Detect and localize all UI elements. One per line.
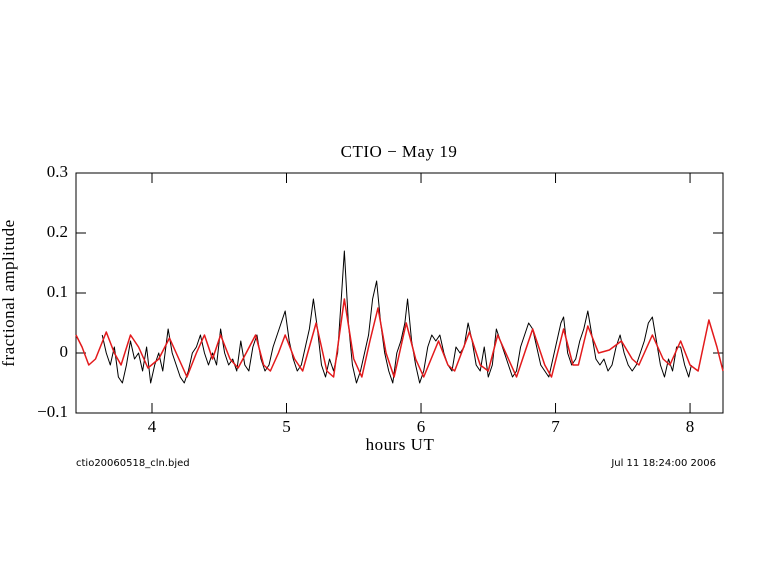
y-axis-label: fractional amplitude <box>0 219 18 366</box>
y-tick-label: 0.1 <box>47 282 68 301</box>
plot-frame <box>75 172 724 414</box>
x-axis-label: hours UT <box>366 435 435 454</box>
x-tick-label: 8 <box>686 417 695 436</box>
data-line <box>101 250 692 384</box>
y-tick-label: 0.2 <box>47 222 68 241</box>
footer-left: ctio20060518_cln.bjed <box>76 458 190 469</box>
x-tick-label: 4 <box>148 417 157 436</box>
y-tick-label: −0.1 <box>37 402 68 421</box>
x-tick-label: 6 <box>417 417 426 436</box>
x-tick-label: 7 <box>551 417 560 436</box>
y-tick-label: 0 <box>60 342 69 361</box>
chart-title: CTIO − May 19 <box>341 142 458 161</box>
footer-right: Jul 11 18:24:00 2006 <box>610 458 716 469</box>
data-line <box>75 298 724 378</box>
x-tick-label: 5 <box>282 417 291 436</box>
y-tick-label: 0.3 <box>47 162 68 181</box>
